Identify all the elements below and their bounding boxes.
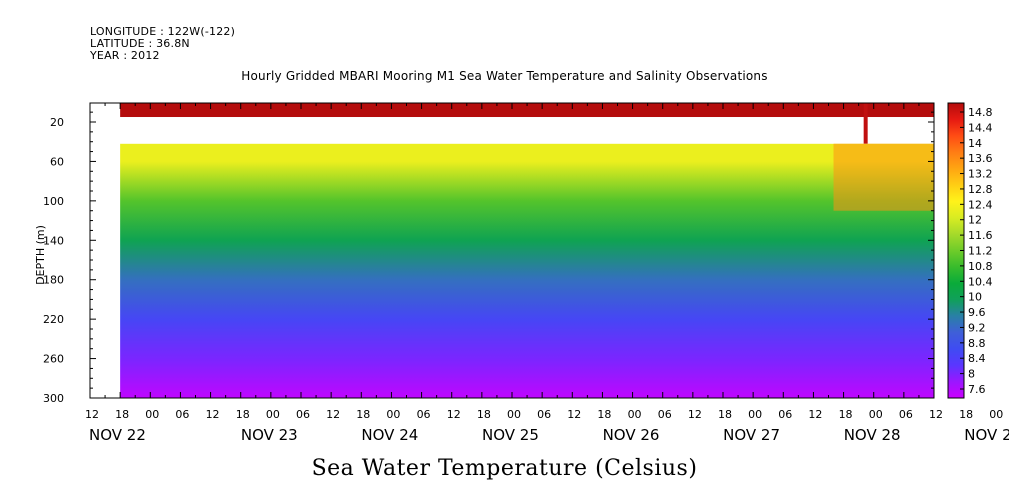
x-hour-label: 18 (839, 408, 853, 421)
colorbar-label: 10.4 (968, 275, 993, 288)
y-axis-label: DEPTH (m) (34, 225, 47, 285)
temperature-field (120, 143, 934, 398)
x-day-label: NOV 28 (844, 426, 901, 444)
colorbar-label: 11.6 (968, 229, 993, 242)
x-axis-title: Sea Water Temperature (Celsius) (311, 456, 698, 481)
x-hour-label: 00 (266, 408, 280, 421)
warm-intrusion (833, 143, 934, 211)
x-hour-label: 18 (597, 408, 611, 421)
x-hour-label: 12 (929, 408, 943, 421)
x-hour-label: 00 (145, 408, 159, 421)
x-axis: 12 18 00 06 12 18 00 06 12 18 00 06 12 18 00 06 12 18 00 06… (85, 103, 1009, 444)
y-tick-label: 20 (50, 116, 64, 129)
y-tick-label: 100 (43, 195, 64, 208)
colorbar-label: 14.8 (968, 106, 993, 119)
x-day-label: NOV 24 (361, 426, 418, 444)
x-hour-label: 12 (326, 408, 340, 421)
colorbar-label: 10.8 (968, 260, 993, 273)
x-hour-label: 06 (296, 408, 310, 421)
colorbar-label: 11.2 (968, 245, 993, 258)
x-hour-label: 06 (658, 408, 672, 421)
x-hour-label: 12 (808, 408, 822, 421)
colorbar-label: 14 (968, 137, 982, 150)
colorbar-label: 8 (968, 368, 975, 381)
x-hour-label: 00 (628, 408, 642, 421)
heatmap-plot (89, 102, 935, 399)
x-hour-label: 06 (417, 408, 431, 421)
chart-title: Hourly Gridded MBARI Mooring M1 Sea Wate… (241, 69, 768, 83)
x-hour-label: 00 (748, 408, 762, 421)
colorbar-label: 9.2 (968, 321, 986, 334)
y-tick-label: 260 (43, 353, 64, 366)
year-label: YEAR : 2012 (90, 49, 160, 62)
x-hour-label: 18 (959, 408, 973, 421)
x-hour-label: 18 (718, 408, 732, 421)
x-hour-label: 06 (175, 408, 189, 421)
x-hour-label: 00 (869, 408, 883, 421)
x-day-label: NOV 29 (964, 426, 1009, 444)
x-day-label: NOV 23 (241, 426, 298, 444)
colorbar-label: 14.4 (968, 121, 993, 134)
x-hour-label: 00 (386, 408, 400, 421)
x-hour-label: 12 (567, 408, 581, 421)
x-hour-label: 12 (447, 408, 461, 421)
colorbar-label: 12.8 (968, 183, 993, 196)
colorbar-label: 9.6 (968, 306, 986, 319)
x-hour-label: 12 (206, 408, 220, 421)
y-tick-label: 180 (43, 274, 64, 287)
x-hour-label: 18 (236, 408, 250, 421)
x-day-label: NOV 27 (723, 426, 780, 444)
surface-temperature-strip (120, 103, 934, 118)
longitude-label: LONGITUDE : 122W(-122) (90, 25, 236, 38)
x-day-label: NOV 26 (603, 426, 660, 444)
colorbar: 14.8 14.4 14 13.6 13.2 12.8 12.4 12 11.6 11.2 10.8… (947, 102, 993, 399)
colorbar-label: 8.4 (968, 352, 986, 365)
x-hour-label: 00 (507, 408, 521, 421)
x-day-label: NOV 22 (89, 426, 146, 444)
colorbar-label: 12 (968, 214, 982, 227)
surface-sensor-bar (863, 103, 868, 144)
latitude-label: LATITUDE : 36.8N (90, 37, 190, 50)
y-tick-label: 60 (50, 155, 64, 168)
colorbar-label: 10 (968, 291, 982, 304)
missing-data-gap (120, 117, 934, 144)
y-tick-label: 220 (43, 313, 64, 326)
x-hour-label: 18 (477, 408, 491, 421)
colorbar-label: 12.4 (968, 198, 993, 211)
colorbar-label: 13.6 (968, 152, 993, 165)
x-hour-label: 12 (85, 408, 99, 421)
x-hour-label: 12 (688, 408, 702, 421)
x-hour-label: 06 (537, 408, 551, 421)
x-hour-label: 00 (989, 408, 1003, 421)
colorbar-label: 13.2 (968, 168, 993, 181)
colorbar-label: 7.6 (968, 383, 986, 396)
y-axis: 20 60 100 140 180 220 260 300 (43, 111, 934, 405)
x-hour-label: 18 (356, 408, 370, 421)
y-tick-label: 300 (43, 392, 64, 405)
y-tick-label: 140 (43, 234, 64, 247)
x-hour-label: 06 (899, 408, 913, 421)
x-day-label: NOV 25 (482, 426, 539, 444)
x-hour-label: 18 (115, 408, 129, 421)
colorbar-label: 8.8 (968, 337, 986, 350)
x-hour-label: 06 (778, 408, 792, 421)
